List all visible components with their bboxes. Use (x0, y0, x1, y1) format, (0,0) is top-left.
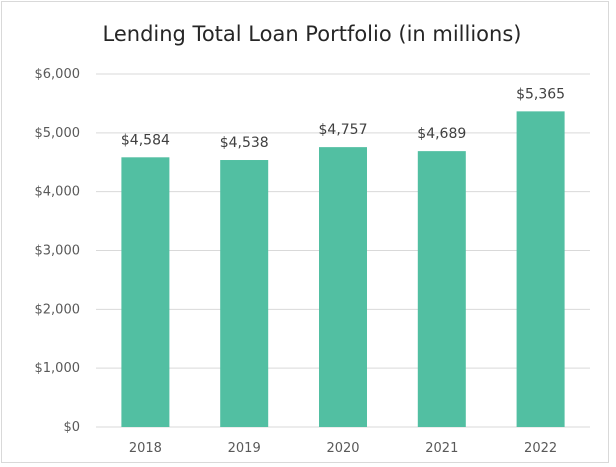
x-tick-label: 2018 (129, 441, 162, 456)
data-label-2018: $4,584 (121, 132, 170, 148)
y-tick-label: $1,000 (35, 361, 81, 376)
y-tick-label: $4,000 (35, 185, 81, 200)
x-axis-ticks: 2018 2019 2020 2021 2022 (129, 441, 557, 456)
bar-2019 (220, 160, 269, 427)
bar-2022 (516, 111, 565, 428)
y-tick-label: $0 (63, 420, 80, 435)
data-label-2021: $4,689 (417, 126, 466, 142)
bar-2018 (121, 157, 170, 428)
chart-title: Lending Total Loan Portfolio (in million… (103, 22, 522, 46)
bars (121, 111, 565, 428)
data-labels: $4,584 $4,538 $4,757 $4,689 $5,365 (121, 86, 565, 151)
data-label-2020: $4,757 (319, 122, 368, 138)
data-label-2022: $5,365 (516, 86, 565, 102)
y-axis-ticks: $0 $1,000 $2,000 $3,000 $4,000 $5,000 $6,000 (35, 67, 81, 435)
y-tick-label: $3,000 (35, 244, 81, 259)
x-tick-label: 2019 (228, 441, 261, 456)
data-label-2019: $4,538 (220, 135, 269, 151)
bar-2020 (319, 147, 367, 428)
x-tick-label: 2022 (524, 441, 557, 456)
x-tick-label: 2020 (326, 441, 359, 456)
x-tick-label: 2021 (425, 441, 458, 456)
bar-2021 (417, 151, 466, 427)
y-tick-label: $2,000 (35, 302, 81, 317)
chart-frame (1, 1, 609, 463)
y-tick-label: $5,000 (35, 126, 81, 141)
y-tick-label: $6,000 (35, 67, 81, 82)
